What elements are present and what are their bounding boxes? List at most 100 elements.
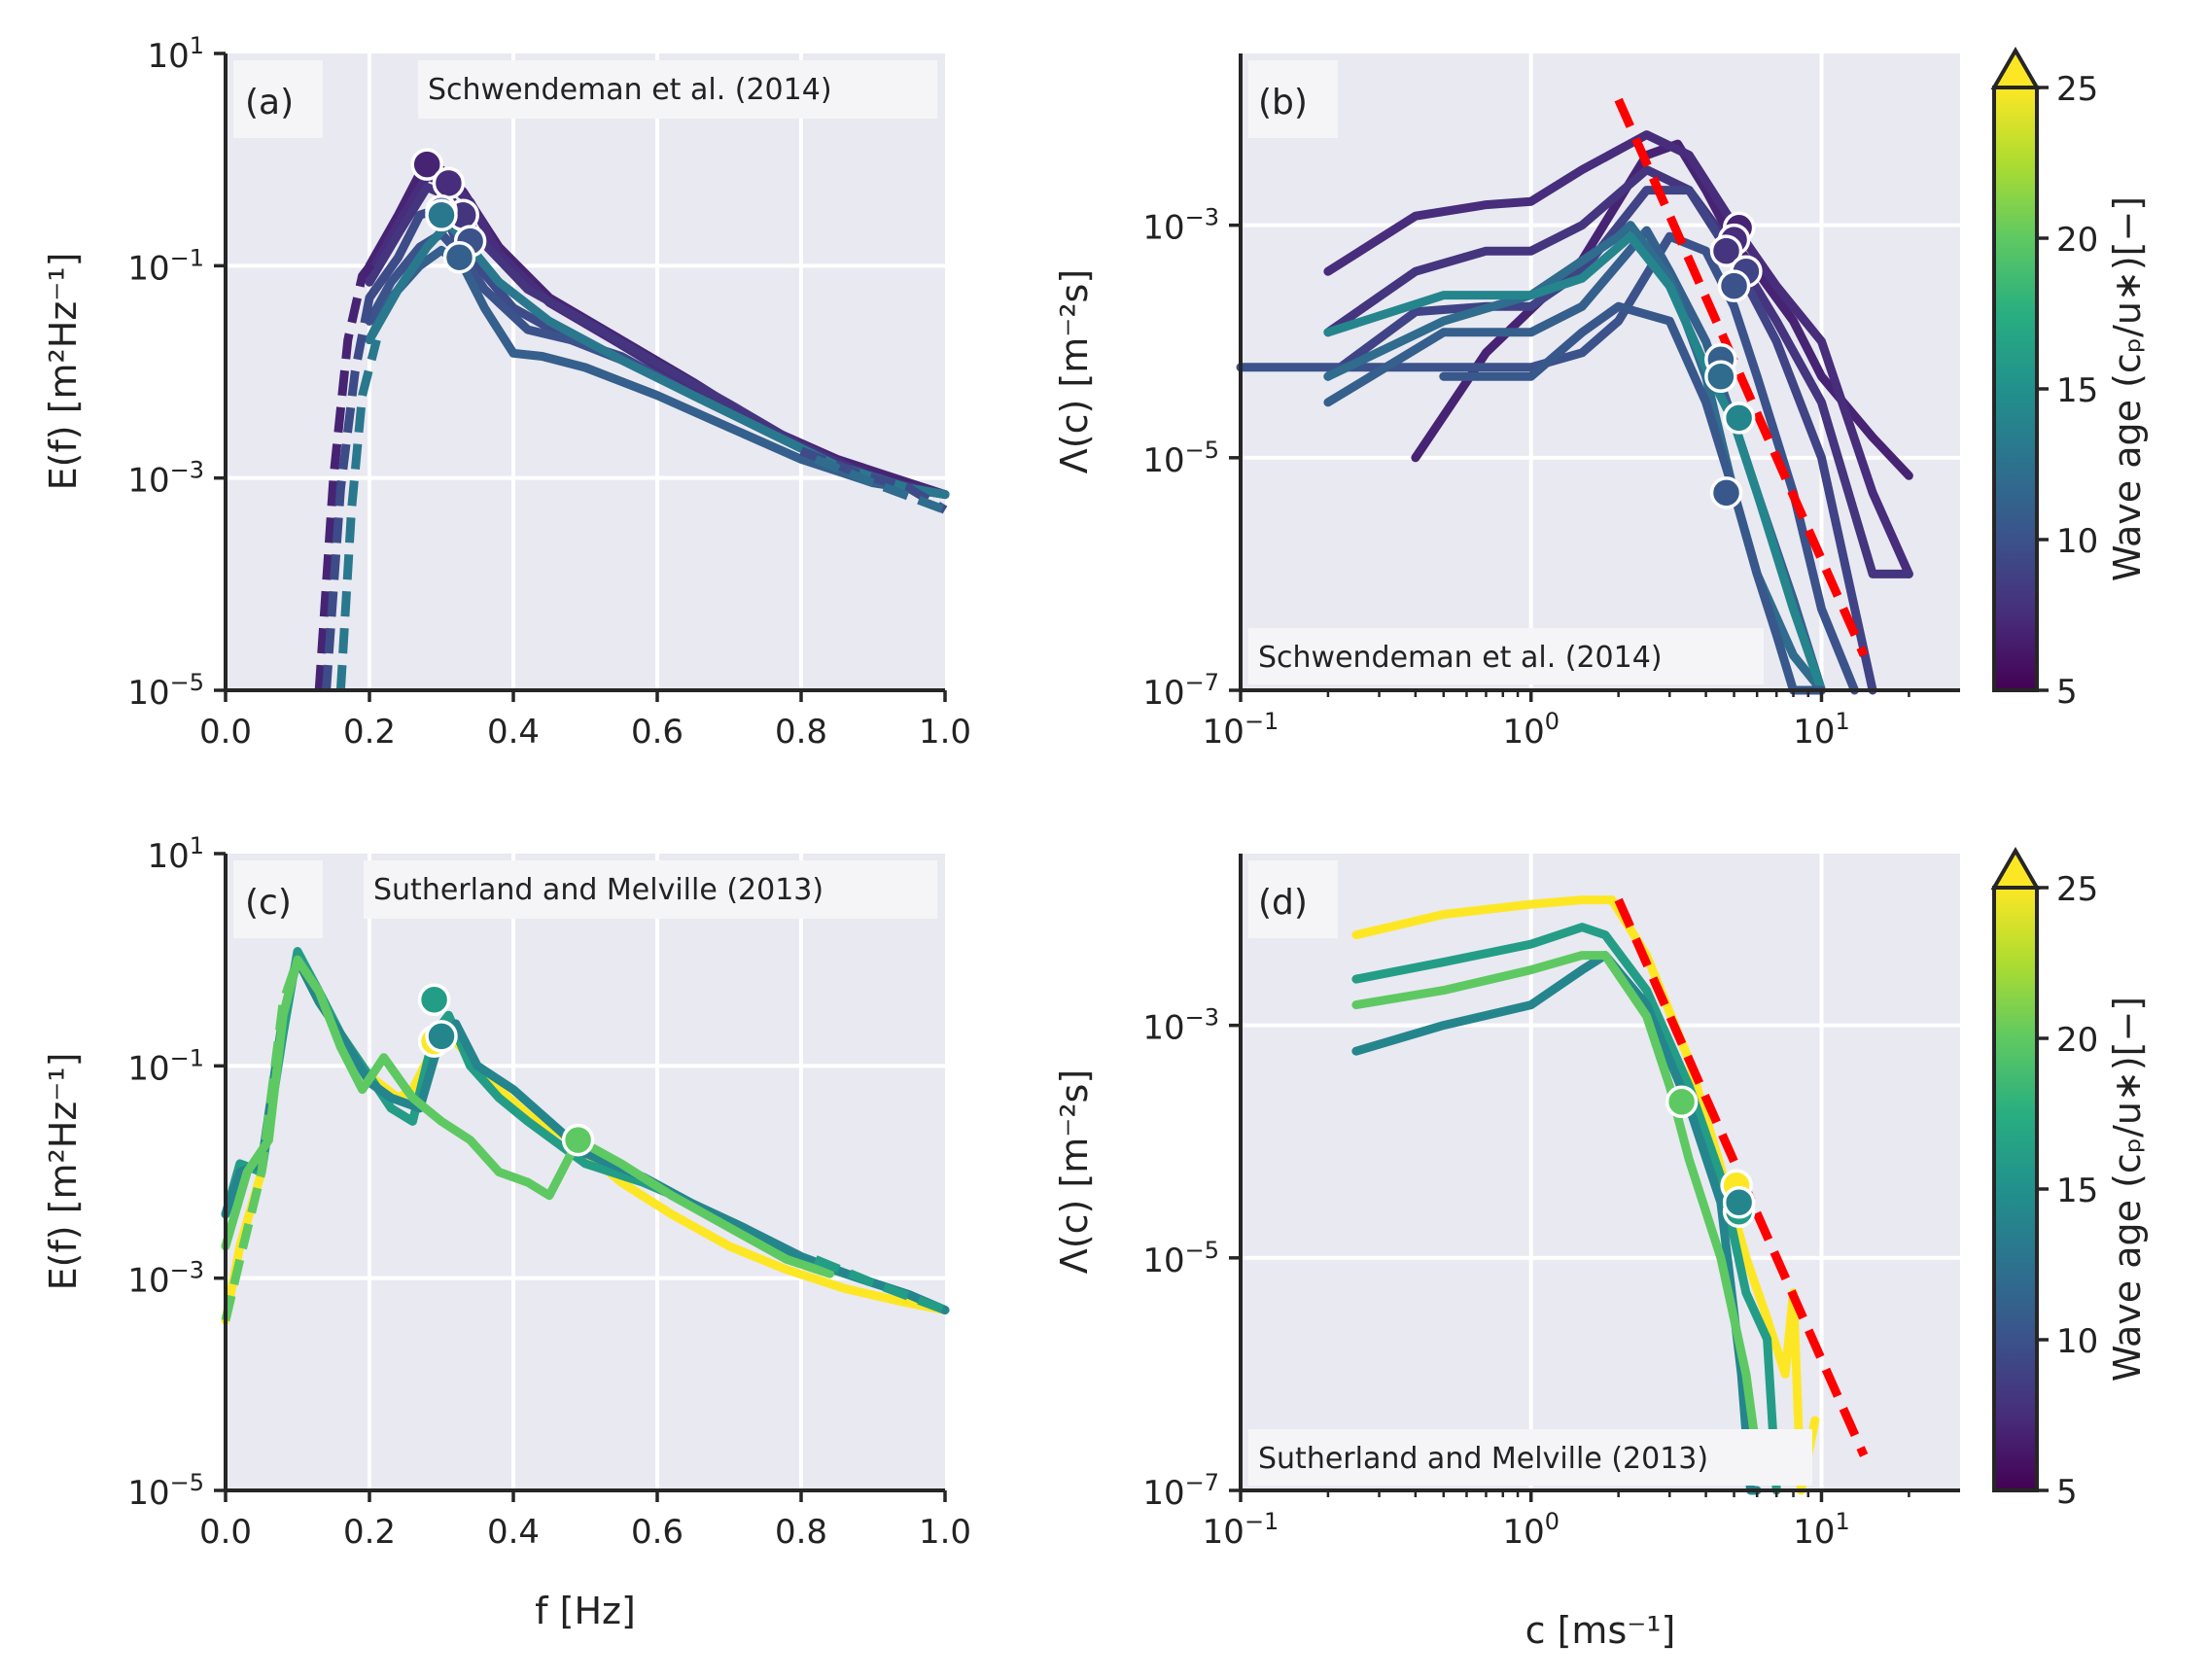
x-tick-label: 0.4	[487, 1513, 540, 1552]
series-d	[1351, 895, 1820, 1495]
source-label: Schwendeman et al. (2014)	[428, 73, 832, 107]
series-b	[1236, 130, 1913, 695]
colorbar-tick-label: 5	[2056, 673, 2078, 712]
y-tick-label: 10−5	[1142, 1237, 1219, 1280]
y-axis-label: E(f) [m²Hz⁻¹]	[42, 253, 85, 491]
series-line	[1351, 951, 1762, 1460]
series-line	[1323, 231, 1826, 695]
peak-marker	[410, 148, 443, 181]
y-tick-label: 10−5	[127, 1469, 204, 1513]
peak-marker	[561, 1123, 595, 1157]
series-line	[221, 955, 835, 1278]
axes-c	[224, 854, 945, 1492]
peak-marker	[1722, 1186, 1756, 1219]
colorbar-tick-label: 25	[2056, 870, 2098, 909]
series-line	[221, 958, 302, 1322]
peak-marker	[1717, 269, 1751, 302]
x-tick-label: 0.2	[343, 1513, 396, 1552]
y-tick-label: 10−7	[1142, 1469, 1219, 1513]
x-tick-label: 1.0	[919, 1513, 971, 1552]
panel-b: 10−1 100 101 10−7 10−5 10−3 (b) Schwendeman e…	[1053, 53, 1960, 752]
plot-area-c	[226, 854, 945, 1490]
peak-marker	[442, 240, 476, 274]
x-tick-label: 101	[1793, 1508, 1850, 1552]
colorbar-tick-label: 15	[2056, 371, 2098, 410]
x-tick-label: 10−1	[1203, 708, 1279, 752]
colorbar-label: Wave age (cₚ/u∗)[−]	[2106, 997, 2149, 1382]
x-tick-label: 0.6	[631, 713, 683, 752]
panel-label-box	[1248, 860, 1338, 938]
x-axis-label: f [Hz]	[535, 1590, 636, 1632]
panel-label-box	[233, 60, 323, 138]
colorbar-tick-label: 15	[2056, 1172, 2098, 1210]
series-line	[1323, 165, 1913, 578]
peak-marker	[1709, 476, 1743, 509]
source-label: Sutherland and Melville (2013)	[1258, 1442, 1708, 1476]
panel-a: 0.0 0.2 0.4 0.6 0.8 1.0 10−5 10−3 10−1 101 (a) Sc…	[42, 32, 971, 752]
x-tick-label: 101	[1793, 708, 1850, 752]
grid-d	[1241, 854, 1960, 1490]
series-line	[365, 245, 950, 500]
panel-d: 10−1 100 101 10−7 10−5 10−3 (d) Sutherland an…	[1053, 854, 1960, 1652]
panel-label: (c)	[245, 883, 292, 923]
y-tick-label: 10−5	[127, 669, 204, 713]
colorbar-extend-arrow	[1990, 847, 2041, 890]
y-tick-label: 10−3	[1142, 204, 1219, 248]
series-line	[322, 297, 374, 691]
x-tick-label: 0.0	[199, 713, 252, 752]
colorbar-tick-label: 10	[2056, 1322, 2098, 1361]
x-tick-label: 0.6	[631, 1513, 683, 1552]
y-axis-label: Λ(c) [m⁻²s]	[1053, 269, 1096, 473]
x-tick-label: 0.2	[343, 713, 396, 752]
panel-label-box	[1248, 60, 1338, 138]
peak-marker	[1665, 1085, 1699, 1119]
ticks-c: 0.0 0.2 0.4 0.6 0.8 1.0 10−5 10−3 10−1 101	[127, 832, 971, 1552]
colorbar-tick-label: 20	[2056, 1021, 2098, 1060]
panel-c: 0.0 0.2 0.4 0.6 0.8 1.0 10−5 10−3 10−1 101 (c) Su…	[42, 832, 971, 1632]
colorbar-extend-arrow	[1990, 47, 2041, 89]
series-line	[1439, 301, 1826, 695]
plot-area-d	[1241, 854, 1960, 1490]
colorbar-tick-label: 5	[2056, 1473, 2078, 1512]
peak-markers-a	[410, 148, 487, 274]
source-label: Schwendeman et al. (2014)	[1258, 641, 1663, 675]
source-label: Sutherland and Melville (2013)	[373, 873, 824, 907]
y-tick-label: 10−1	[127, 244, 204, 288]
peak-markers-d	[1665, 1085, 1756, 1228]
colorbar-bottom: 5 10 15 20 25 Wave age (cₚ/u∗)[−]	[1990, 847, 2149, 1512]
colorbar-top: 5 10 15 20 25 Wave age (cₚ/u∗)[−]	[1990, 47, 2149, 712]
colorbar-label: Wave age (cₚ/u∗)[−]	[2106, 196, 2149, 581]
fit-line-b	[1614, 97, 1869, 657]
peak-marker	[432, 166, 466, 200]
x-tick-label: 1.0	[919, 713, 971, 752]
axes-d	[1239, 854, 1960, 1492]
axes-a	[224, 53, 945, 692]
source-box	[418, 60, 937, 119]
series-line	[814, 455, 947, 514]
series-line	[814, 1255, 947, 1314]
series-line	[1323, 186, 1877, 695]
y-axis-label: Λ(c) [m⁻²s]	[1053, 1069, 1096, 1274]
series-line	[314, 254, 380, 691]
series-line	[335, 338, 381, 691]
y-tick-label: 10−3	[127, 1257, 204, 1301]
colorbar-gradient	[1992, 886, 2039, 1492]
series-line	[1351, 951, 1762, 1495]
y-tick-label: 101	[147, 832, 204, 876]
series-c	[221, 947, 950, 1325]
series-line	[1351, 895, 1820, 1495]
panel-label: (b)	[1258, 83, 1308, 122]
x-axis-label: c [ms⁻¹]	[1525, 1609, 1676, 1652]
fit-line	[1614, 97, 1869, 657]
x-tick-label: 100	[1502, 1508, 1560, 1552]
colorbar-tick-label: 20	[2056, 221, 2098, 260]
source-box	[1248, 628, 1764, 684]
peak-marker	[1704, 360, 1737, 393]
panel-label: (a)	[245, 83, 294, 122]
colorbar-gradient	[1992, 86, 2039, 692]
ticks-d: 10−1 100 101 10−7 10−5 10−3	[1142, 1004, 1910, 1552]
y-tick-label: 10−1	[127, 1044, 204, 1088]
y-tick-label: 10−5	[1142, 437, 1219, 480]
peak-marker	[1709, 234, 1743, 267]
